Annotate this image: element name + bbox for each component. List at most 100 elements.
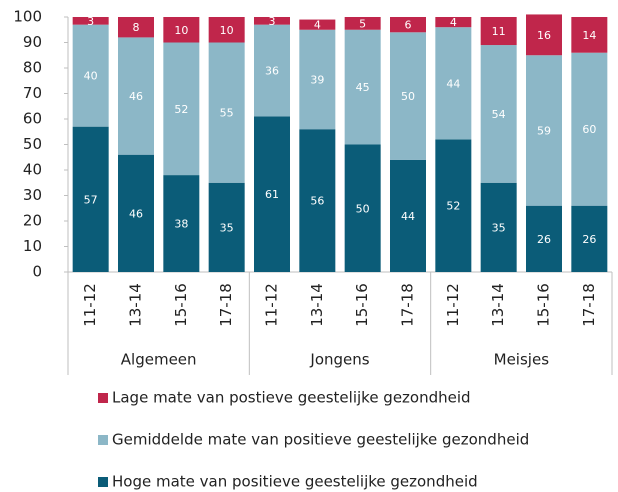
bar-segment (72, 126, 109, 273)
data-label: 57 (84, 193, 98, 206)
data-label: 61 (265, 188, 279, 201)
group-label: Jongens (309, 351, 369, 369)
group-label: Meisjes (494, 351, 550, 369)
bar-segment (344, 29, 381, 145)
y-tick-label: 90 (23, 33, 42, 51)
y-tick-label: 60 (23, 110, 42, 128)
data-label: 35 (220, 221, 234, 234)
bar-segment (163, 17, 200, 43)
bar-segment (118, 154, 154, 272)
data-label: 10 (174, 24, 188, 37)
legend-label: Hoge mate van positieve geestelijke gezo… (112, 473, 478, 491)
bar-segment (344, 17, 381, 30)
bar-segment (208, 17, 245, 43)
x-tick-label: 15-16 (353, 283, 371, 327)
bar-segment (390, 159, 426, 272)
x-tick-label: 11-12 (444, 283, 462, 327)
y-tick-label: 20 (23, 212, 42, 230)
data-label: 54 (492, 108, 506, 121)
bar-segment (208, 182, 245, 272)
bar-segment (299, 29, 336, 130)
data-label: 38 (174, 218, 188, 231)
bar-segment (571, 205, 608, 272)
bar-segment (254, 116, 290, 272)
bar-segment (72, 17, 109, 25)
bar-segment (526, 55, 562, 206)
group-label: Algemeen (121, 351, 197, 369)
data-label: 50 (356, 202, 370, 215)
y-tick-label: 40 (23, 161, 42, 179)
data-label: 45 (356, 81, 370, 94)
y-tick-label: 100 (13, 8, 42, 26)
data-label: 59 (537, 124, 551, 137)
legend-swatch (98, 477, 108, 487)
x-tick-label: 17-18 (217, 283, 235, 327)
data-label: 52 (446, 200, 460, 213)
data-label: 8 (133, 21, 140, 34)
data-label: 44 (401, 210, 415, 223)
data-label: 36 (265, 65, 279, 78)
data-label: 14 (582, 29, 596, 42)
bar-segment (299, 19, 336, 30)
x-tick-label: 17-18 (399, 283, 417, 327)
bar-segment (480, 45, 517, 183)
bar-segment (390, 17, 426, 33)
x-tick-label: 15-16 (535, 283, 553, 327)
data-label: 55 (220, 107, 234, 120)
legend-label: Gemiddelde mate van positieve geestelijk… (112, 431, 529, 449)
bar-segment (254, 24, 290, 117)
legend-swatch (98, 393, 108, 403)
x-tick-label: 13-14 (308, 283, 326, 327)
x-tick-label: 17-18 (580, 283, 598, 327)
y-tick-label: 30 (23, 186, 42, 204)
data-label: 52 (174, 103, 188, 116)
bar-segment (118, 37, 154, 155)
bar-segment (435, 27, 472, 140)
bar-segment (526, 205, 562, 272)
data-label: 6 (405, 19, 412, 32)
bar-segment (254, 17, 290, 25)
data-label: 39 (310, 73, 324, 86)
bar-segment (526, 14, 562, 56)
bar-segment (208, 42, 245, 183)
data-label: 4 (314, 19, 321, 32)
y-tick-label: 80 (23, 59, 42, 77)
x-tick-label: 13-14 (489, 283, 507, 327)
x-tick-label: 15-16 (172, 283, 190, 327)
bar-segment (571, 17, 608, 53)
data-label: 11 (492, 25, 506, 38)
data-label: 46 (129, 207, 143, 220)
bar-segment (571, 52, 608, 206)
x-tick-label: 11-12 (263, 283, 281, 327)
bar-segment (163, 42, 200, 176)
bar-segment (299, 129, 336, 272)
bar-segment (390, 32, 426, 160)
bar-segment (118, 17, 154, 38)
data-label: 4 (450, 16, 457, 29)
bar-segment (480, 182, 517, 272)
data-label: 26 (582, 233, 596, 246)
legend-swatch (98, 435, 108, 445)
data-label: 35 (492, 221, 506, 234)
bar-segment (344, 144, 381, 272)
data-label: 44 (446, 77, 460, 90)
data-label: 10 (220, 24, 234, 37)
data-label: 16 (537, 29, 551, 42)
bar-segment (72, 24, 109, 127)
data-label: 5 (359, 17, 366, 30)
data-label: 40 (84, 70, 98, 83)
bar-segment (435, 139, 472, 272)
y-tick-label: 0 (32, 263, 42, 281)
bar-segment (163, 175, 200, 272)
data-label: 50 (401, 90, 415, 103)
bar-segment (480, 17, 517, 46)
data-label: 60 (582, 123, 596, 136)
bar-segment (435, 17, 472, 28)
y-tick-label: 10 (23, 237, 42, 255)
x-tick-label: 11-12 (81, 283, 99, 327)
legend-label: Lage mate van postieve geestelijke gezon… (112, 389, 471, 407)
y-tick-label: 70 (23, 84, 42, 102)
y-tick-label: 50 (23, 135, 42, 153)
data-label: 3 (87, 15, 94, 28)
